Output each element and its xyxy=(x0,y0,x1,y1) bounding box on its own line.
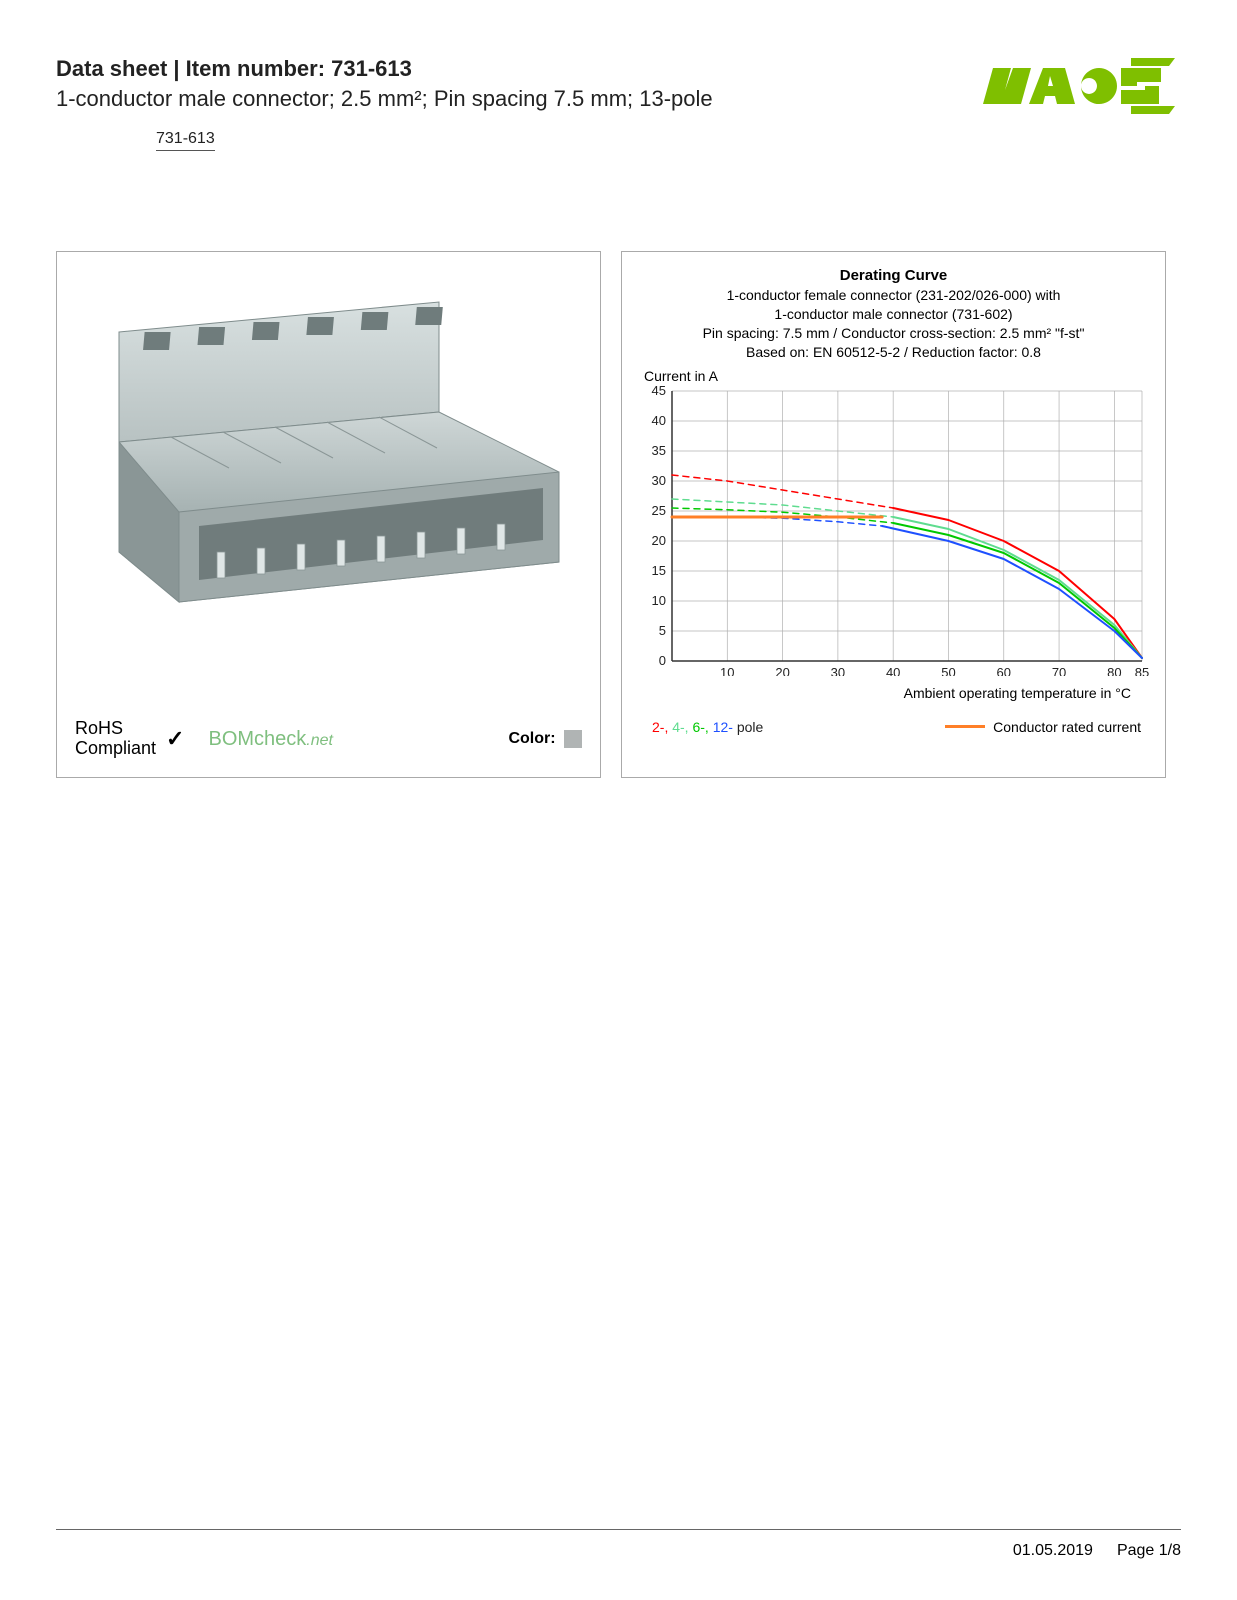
footer-rule xyxy=(56,1529,1181,1530)
svg-text:35: 35 xyxy=(652,443,666,458)
svg-text:70: 70 xyxy=(1052,665,1066,676)
rohs-label: RoHS xyxy=(75,718,123,738)
chart-desc-2: 1-conductor male connector (731-602) xyxy=(640,305,1147,324)
wago-logo xyxy=(981,56,1181,121)
chart-panel: Derating Curve 1-conductor female connec… xyxy=(621,251,1166,778)
svg-text:5: 5 xyxy=(659,623,666,638)
title-sep: | xyxy=(167,56,185,81)
product-image xyxy=(69,262,588,642)
svg-text:15: 15 xyxy=(652,563,666,578)
svg-text:45: 45 xyxy=(652,386,666,398)
chart-desc-1: 1-conductor female connector (231-202/02… xyxy=(640,286,1147,305)
svg-text:0: 0 xyxy=(659,653,666,668)
svg-text:85: 85 xyxy=(1135,665,1149,676)
rated-legend: Conductor rated current xyxy=(945,719,1141,735)
pole-legend-suffix: pole xyxy=(733,719,763,735)
derating-chart: 0 5 10 15 20 25 30 35 40 45 10 20 30 40 50 60 70 80 85 xyxy=(642,386,1152,676)
rated-swatch xyxy=(945,725,985,728)
footer-date: 01.05.2019 xyxy=(1013,1542,1093,1560)
rohs-compliant-label: Compliant xyxy=(75,738,156,758)
product-panel: RoHS Compliant ✓ BOMcheck.net Color: xyxy=(56,251,601,778)
header: Data sheet | Item number: 731-613 1-cond… xyxy=(56,56,1181,151)
bomcheck-prefix: BOMcheck xyxy=(208,728,306,750)
svg-text:10: 10 xyxy=(720,665,734,676)
pole-legend-item: 4-, xyxy=(672,719,692,735)
check-icon: ✓ xyxy=(166,726,184,752)
footer-page: Page 1/8 xyxy=(1117,1542,1181,1560)
svg-text:20: 20 xyxy=(652,533,666,548)
chart-desc-3: Pin spacing: 7.5 mm / Conductor cross-se… xyxy=(640,324,1147,343)
chart-area: 051015202530354045102030405060708085 xyxy=(642,386,1141,681)
panels: RoHS Compliant ✓ BOMcheck.net Color: Der… xyxy=(56,251,1181,778)
svg-text:30: 30 xyxy=(652,473,666,488)
chart-desc-4: Based on: EN 60512-5-2 / Reduction facto… xyxy=(640,343,1147,362)
part-number-link[interactable]: 731-613 xyxy=(156,130,215,151)
pole-legend-item: 2-, xyxy=(652,719,672,735)
header-text: Data sheet | Item number: 731-613 1-cond… xyxy=(56,56,981,151)
title-line: Data sheet | Item number: 731-613 xyxy=(56,56,981,82)
legend-row: 2-, 4-, 6-, 12- pole Conductor rated cur… xyxy=(652,719,1141,735)
title-item-label: Item number: xyxy=(186,56,331,81)
compliance-row: RoHS Compliant ✓ BOMcheck.net Color: xyxy=(75,719,582,759)
chart-title-block: Derating Curve 1-conductor female connec… xyxy=(640,266,1147,362)
svg-text:25: 25 xyxy=(652,503,666,518)
svg-text:10: 10 xyxy=(652,593,666,608)
x-axis-label: Ambient operating temperature in °C xyxy=(634,685,1131,701)
pole-legend-item: 6-, xyxy=(692,719,712,735)
color-label-text: Color: xyxy=(508,730,555,747)
color-indicator: Color: xyxy=(508,730,582,748)
pole-legend: 2-, 4-, 6-, 12- pole xyxy=(652,719,763,735)
footer: 01.05.2019 Page 1/8 xyxy=(1013,1542,1181,1560)
rohs-compliant: RoHS Compliant ✓ xyxy=(75,719,184,759)
title-item-number: 731-613 xyxy=(331,56,412,81)
svg-text:40: 40 xyxy=(886,665,900,676)
y-axis-label: Current in A xyxy=(644,368,1153,384)
color-swatch xyxy=(564,730,582,748)
svg-text:40: 40 xyxy=(652,413,666,428)
pole-legend-item: 12- xyxy=(713,719,733,735)
rated-label: Conductor rated current xyxy=(993,719,1141,735)
svg-text:20: 20 xyxy=(775,665,789,676)
chart-title: Derating Curve xyxy=(640,266,1147,286)
title-prefix: Data sheet xyxy=(56,56,167,81)
svg-text:30: 30 xyxy=(831,665,845,676)
svg-text:50: 50 xyxy=(941,665,955,676)
bomcheck-logo: BOMcheck.net xyxy=(208,728,333,751)
svg-text:60: 60 xyxy=(997,665,1011,676)
svg-text:80: 80 xyxy=(1107,665,1121,676)
bomcheck-suffix: .net xyxy=(306,732,333,749)
subtitle: 1-conductor male connector; 2.5 mm²; Pin… xyxy=(56,86,981,112)
